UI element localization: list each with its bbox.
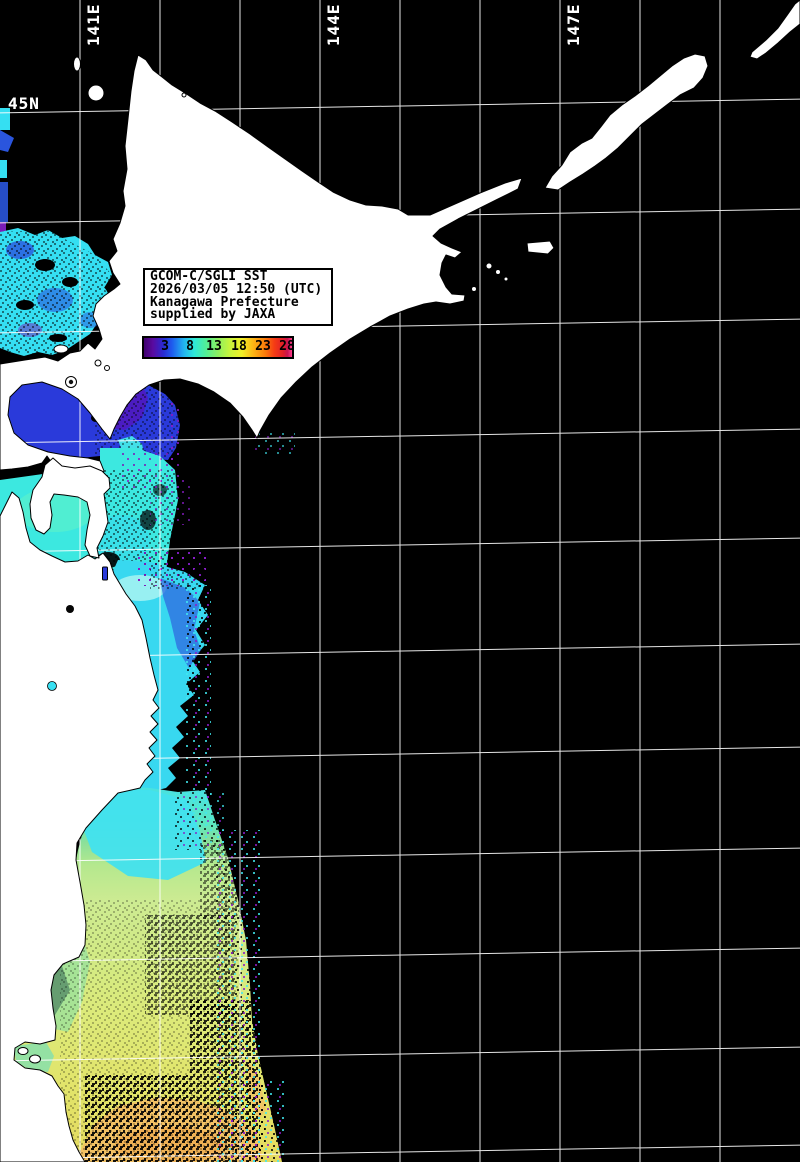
small-islet [94,359,102,367]
habomai-islet [495,269,501,275]
habomai-islet [503,276,509,282]
colorbar-tick: 13 [206,339,222,354]
okhotsk-islet [181,92,187,98]
info-line-product: GCOM-C/SGLI SST [150,269,268,284]
info-line-datetime: 2026/03/05 12:50 (UTC) [150,281,323,297]
colorbar-tick: 3 [161,339,169,354]
lake-towada [47,681,57,691]
shikotan-island [526,240,555,255]
colorbar-tick: 28 [279,339,295,354]
shimokita-peninsula [29,457,111,559]
hokkaido-landmass [0,54,523,479]
info-line-credit: supplied by JAXA [150,307,276,323]
etorofu-island [749,0,800,60]
okushiri-island [53,344,69,354]
funka-bay-islet-crater [68,379,74,385]
lon-label-144e: 144E [324,3,343,46]
kunashiri-island [544,53,709,191]
erimo-offshore-specks [255,432,295,454]
colorbar-tick: 8 [186,339,194,354]
sendai-bay-islet [29,1054,41,1064]
small-islet [104,365,110,371]
honshu-tohoku-landmass [0,491,160,1162]
info-box: GCOM-C/SGLI SST 2026/03/05 12:50 (UTC) K… [143,268,333,326]
colorbar-tick: 18 [231,339,247,354]
rishiri-island [87,84,105,102]
sendai-bay-islet [17,1047,29,1055]
sst-colorbar: 3 8 13 18 23 28 [142,336,295,359]
lat-label-45n: 45N [8,94,40,113]
mutsu-bay-islet [102,566,108,581]
rebun-island [73,56,81,72]
sst-sea-of-japan-field [0,108,112,356]
lon-label-147e: 147E [564,3,583,46]
lake-ogawara [66,605,74,613]
habomai-islet [471,286,477,292]
info-line-region: Kanagawa Prefecture [150,294,299,310]
colorbar-tick: 23 [255,339,271,354]
lon-label-141e: 141E [84,3,103,46]
habomai-islet [485,262,493,270]
